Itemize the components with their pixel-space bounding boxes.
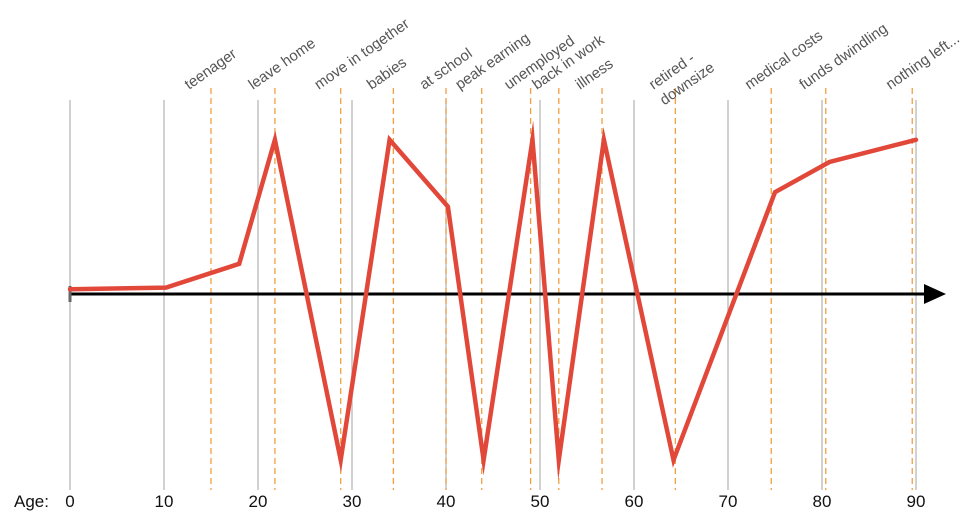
event-label-2: move in together [311,15,412,93]
data-point [446,205,450,209]
data-point [237,262,241,266]
axis-origin-marker [68,286,72,302]
data-point [164,286,168,290]
data-point [482,458,486,462]
age-axis-prefix-label: Age: [14,492,49,511]
data-point [530,138,534,142]
series-line-0 [67,120,919,481]
axis-arrowhead [924,284,946,304]
event-label-9: retired -downsize [646,43,718,108]
event-label-12: nothing left... [883,30,963,93]
data-point [68,287,72,291]
life-event-markers [210,88,913,490]
data-point [273,138,277,142]
x-tick-label-70: 70 [719,492,738,511]
x-tick-label-40: 40 [437,492,456,511]
time-axis [68,284,946,304]
data-point [602,138,606,142]
x-tick-label-10: 10 [155,492,174,511]
data-point [388,138,392,142]
event-label-3: babies [364,54,410,93]
x-tick-label-50: 50 [531,492,550,511]
data-point [671,458,675,462]
event-label-0: teenager [182,45,240,93]
data-point [557,458,561,462]
event-label-line: babies [364,54,410,93]
x-tick-label-80: 80 [813,492,832,511]
data-series [67,120,919,481]
data-point [914,138,918,142]
x-tick-label-0: 0 [65,492,74,511]
event-label-1: leave home [245,35,318,93]
data-point [773,190,777,194]
event-label-line: teenager [182,45,240,93]
event-label-line: move in together [311,15,412,93]
event-label-line: leave home [245,35,318,93]
x-tick-label-60: 60 [625,492,644,511]
x-tick-label-90: 90 [907,492,926,511]
x-tick-label-20: 20 [249,492,268,511]
event-label-line: nothing left... [883,30,963,93]
x-tick-label-30: 30 [343,492,362,511]
data-point [339,458,343,462]
data-point [828,160,832,164]
